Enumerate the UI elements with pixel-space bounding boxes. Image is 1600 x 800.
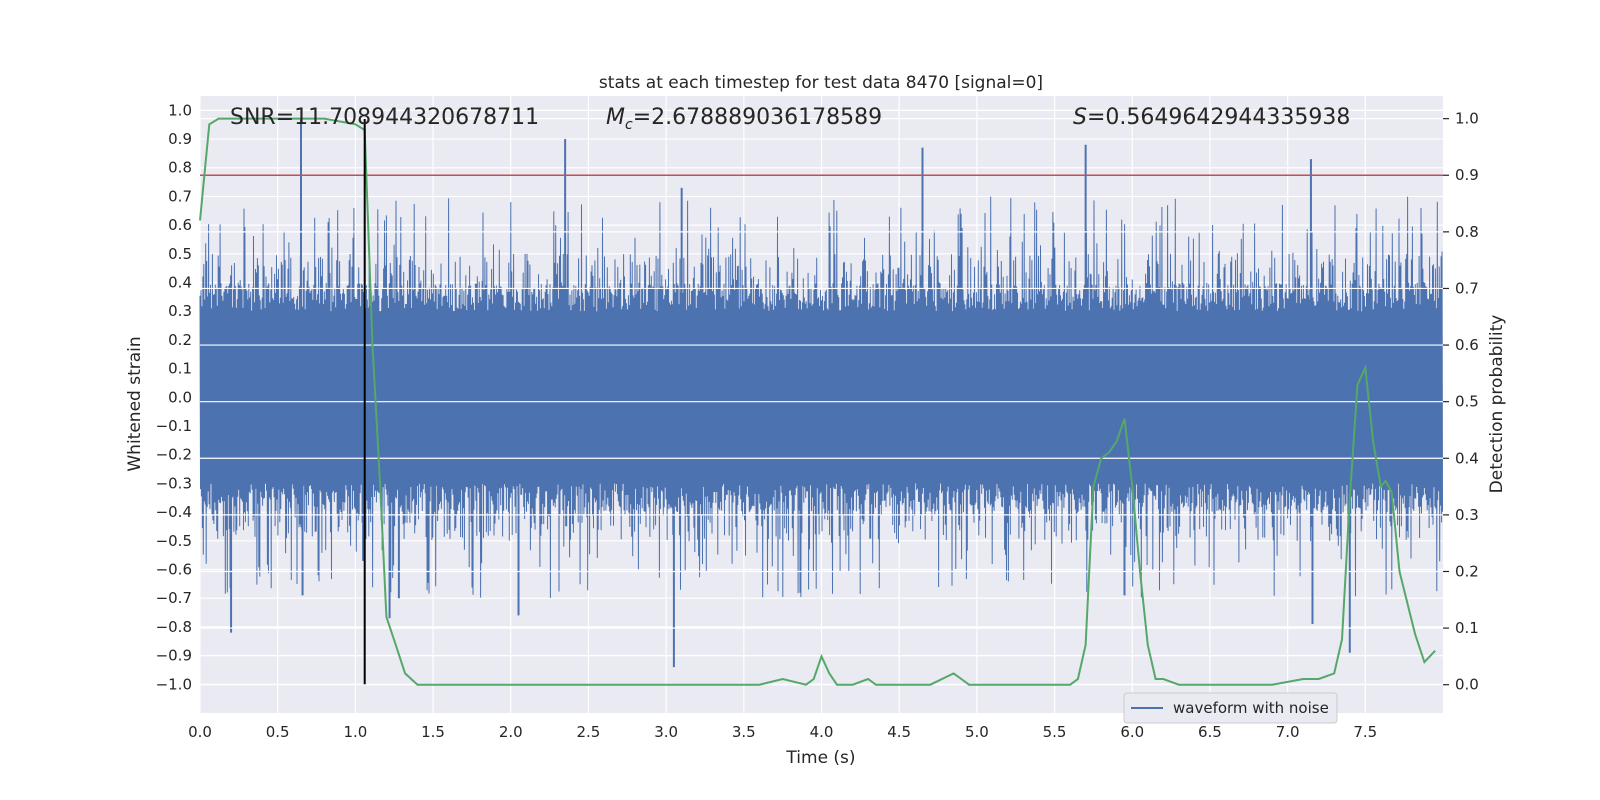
waveform-series <box>199 118 1443 668</box>
x-tick-label: 5.0 <box>965 723 989 741</box>
y-tick-label: 0.2 <box>168 331 192 349</box>
snr-annotation: SNR=11.708944320678711 <box>230 105 539 130</box>
y-tick-label: −0.4 <box>156 503 192 521</box>
y-tick-label: 1.0 <box>168 101 192 119</box>
y2-tick-label: 0.5 <box>1455 393 1479 411</box>
y2-tick-label: 0.1 <box>1455 619 1479 637</box>
y-axis-label: Whitened strain <box>125 336 145 471</box>
x-tick-label: 3.0 <box>654 723 678 741</box>
chirp-mass-annotation: Mc=2.678889036178589 <box>606 105 882 133</box>
legend: waveform with noise <box>1123 692 1338 724</box>
x-tick-label: 6.0 <box>1120 723 1144 741</box>
y2-tick-label: 1.0 <box>1455 110 1479 128</box>
legend-label: waveform with noise <box>1173 699 1329 717</box>
x-tick-label: 3.5 <box>732 723 756 741</box>
significance-annotation: S=0.5649642944335938 <box>1073 105 1350 130</box>
y-tick-label: 0.6 <box>168 216 192 234</box>
x-tick-label: 4.5 <box>887 723 911 741</box>
y-tick-label: −0.8 <box>156 618 192 636</box>
y-tick-label: −1.0 <box>156 675 192 693</box>
mc-value: =2.678889036178589 <box>633 105 882 130</box>
y2-tick-label: 0.9 <box>1455 166 1479 184</box>
y2-axis-label: Detection probability <box>1487 315 1507 494</box>
x-tick-label: 0.5 <box>266 723 290 741</box>
waveform-noise-path <box>199 196 1443 598</box>
y-tick-label: −0.3 <box>156 474 192 492</box>
grid-overlay <box>200 118 1443 686</box>
y2-tick-label: 0.4 <box>1455 449 1479 467</box>
y-tick-label: 0.8 <box>168 159 192 177</box>
x-tick-label: 7.0 <box>1276 723 1300 741</box>
s-value: =0.5649642944335938 <box>1087 105 1350 130</box>
y-tick-label: 0.5 <box>168 245 192 263</box>
x-tick-label: 4.0 <box>810 723 834 741</box>
y2-tick-label: 0.2 <box>1455 562 1479 580</box>
chart-title: stats at each timestep for test data 847… <box>599 73 1043 93</box>
x-tick-label: 0.0 <box>188 723 212 741</box>
y2-tick-label: 0.6 <box>1455 336 1479 354</box>
x-tick-label: 7.5 <box>1353 723 1377 741</box>
y2-tick-label: 0.3 <box>1455 506 1479 524</box>
y2-tick-label: 0.7 <box>1455 279 1479 297</box>
y-tick-label: 0.9 <box>168 130 192 148</box>
y-tick-label: −0.1 <box>156 417 192 435</box>
x-axis-label: Time (s) <box>785 748 855 768</box>
y-tick-label: −0.7 <box>156 589 192 607</box>
x-tick-label: 5.5 <box>1043 723 1067 741</box>
mc-symbol: M <box>606 105 625 130</box>
y2-tick-labels: 0.0 0.1 0.2 0.3 0.4 0.5 0.6 0.7 0.8 0.9 1.0 <box>1443 110 1479 694</box>
x-tick-label: 2.0 <box>499 723 523 741</box>
y-tick-label: 0.3 <box>168 302 192 320</box>
x-tick-label: 1.0 <box>343 723 367 741</box>
x-tick-label: 2.5 <box>577 723 601 741</box>
y-tick-labels: 1.0 0.9 0.8 0.7 0.6 0.5 0.4 0.3 0.2 0.1 0.0 −0.1 −0.… <box>156 101 192 693</box>
y-tick-label: −0.5 <box>156 532 192 550</box>
mc-subscript: c <box>625 117 633 133</box>
y-tick-label: 0.7 <box>168 187 192 205</box>
y-tick-label: 0.0 <box>168 388 192 406</box>
y2-tick-label: 0.0 <box>1455 676 1479 694</box>
x-tick-label: 6.5 <box>1198 723 1222 741</box>
y2-tick-label: 0.8 <box>1455 223 1479 241</box>
probability-line <box>199 117 1436 686</box>
y-tick-label: 0.4 <box>168 274 192 292</box>
x-tick-labels: 0.0 0.5 1.0 1.5 2.0 2.5 3.0 3.5 4.0 4.5 5.0 5.5 6.0 6… <box>188 723 1377 741</box>
y-tick-label: −0.9 <box>156 647 192 665</box>
s-symbol: S <box>1073 105 1087 130</box>
y-tick-label: 0.1 <box>168 360 192 378</box>
y-tick-label: −0.6 <box>156 561 192 579</box>
y-tick-label: −0.2 <box>156 446 192 464</box>
x-tick-label: 1.5 <box>421 723 445 741</box>
legend-box <box>1123 692 1338 724</box>
